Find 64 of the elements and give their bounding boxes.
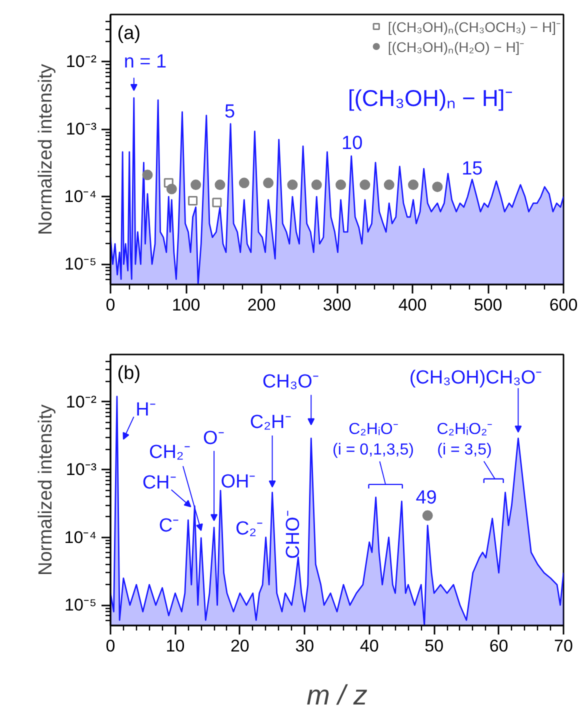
annotation: CH₂⁻ [148,442,190,464]
annotation: C₂H⁻ [250,412,291,434]
y-tick-label: 10⁻³ [66,460,97,480]
point [287,180,298,190]
annotation: C₂HᵢO⁻ (i = 0,1,3,5) [332,421,414,458]
annotation: n = 1 [124,52,167,73]
point [166,184,177,194]
y-tick-label: 10⁻³ [66,120,97,139]
point [336,180,346,190]
annotation: O⁻ [203,428,224,450]
x-tick-label: 0 [106,636,116,656]
annotation: C⁻ [158,516,179,537]
x-tick-label: 60 [489,636,508,656]
x-tick-label: 20 [230,636,250,656]
annotation: C₂⁻ [235,518,263,540]
y-tick-label: 10⁻² [66,52,97,72]
annotation: H⁻ [136,400,156,421]
y-tick-label: 10⁻⁵ [64,254,97,274]
annotation: (CH₃OH)CH₃O⁻ [409,367,542,388]
series-label: [(CH₃OH)ₙ − H]⁻ [348,85,513,112]
point [212,198,222,208]
x-tick-label: 40 [360,636,379,656]
annotation: 10 [342,132,363,154]
x-tick-label: 400 [398,296,427,314]
point [188,196,198,206]
x-tick-label: 600 [549,296,578,314]
legend-label: [(CH₃OH)ₙ(CH₃OCH₃) − H]⁻ [388,18,561,36]
x-tick-label: 70 [554,636,573,656]
point [384,180,394,190]
annotation: 49 [416,488,437,509]
x-tick-label: 100 [172,296,200,314]
x-tick-label: 300 [322,296,352,314]
legend-label: [(CH₃OH)ₙ(H₂O) − H]⁻ [388,38,525,56]
x-axis-title: m / z [306,680,368,710]
point [190,180,202,190]
annotation: (b) [117,362,141,384]
annotation: CHO⁻ [283,510,304,559]
point [360,180,370,190]
x-tick-label: 50 [424,636,444,656]
y-axis-title: Normalized intensity [35,404,56,576]
y-tick-label: 10⁻⁵ [64,596,97,615]
x-tick-label: 0 [106,296,116,314]
y-tick-label: 10⁻⁴ [64,528,97,547]
y-tick-label: 10⁻² [66,392,97,412]
point [214,180,226,190]
y-tick-label: 10⁻⁴ [64,187,97,206]
point [238,178,250,188]
point [432,182,443,192]
x-tick-label: 500 [474,296,502,314]
point [408,180,419,190]
annotation: CH₃O⁻ [262,372,318,393]
x-tick-label: 10 [166,636,185,656]
point [142,170,153,180]
annotation: C₂HᵢO₂⁻ (i = 3,5) [436,420,492,458]
annotation: 15 [462,158,483,180]
x-tick-label: 200 [247,296,276,314]
point [311,180,322,190]
y-axis-title: Normalized intensity [35,63,56,236]
annotation: 5 [224,101,236,122]
x-tick-label: 30 [295,636,314,656]
annotation: (a) [117,22,141,44]
point [263,178,274,188]
annotation: CH⁻ [142,472,176,494]
annotation: OH⁻ [220,471,256,492]
